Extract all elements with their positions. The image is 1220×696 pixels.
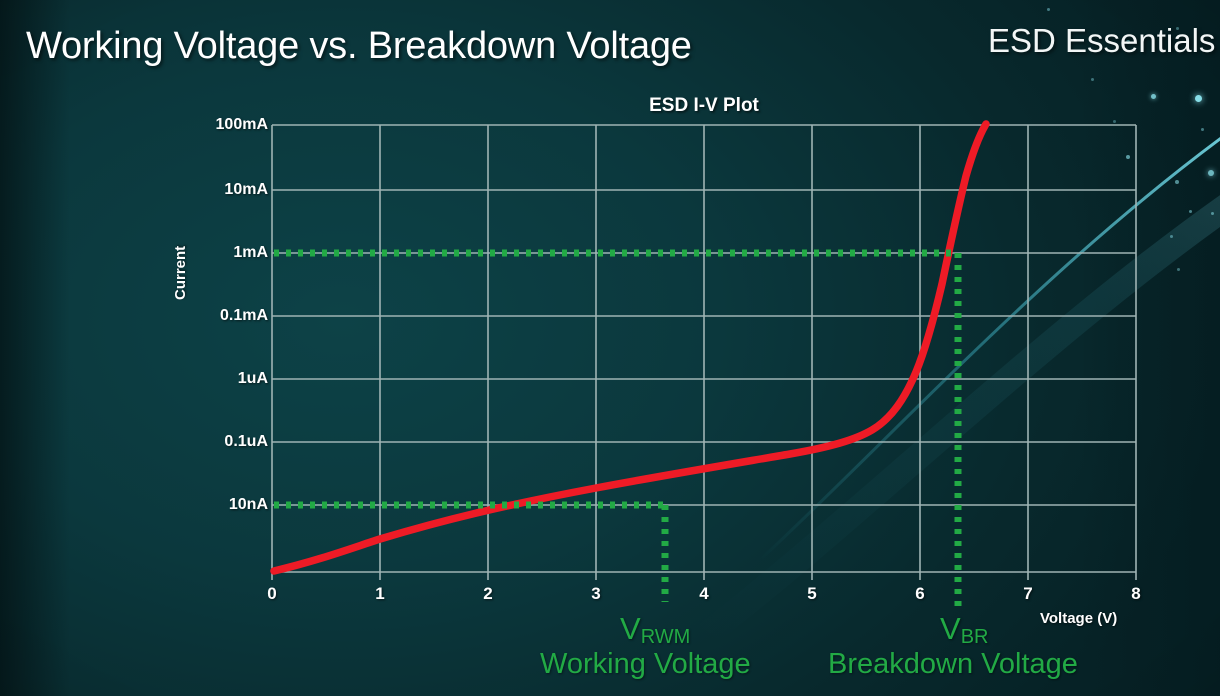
y-tick-1uA: 1uA [237,370,268,387]
x-axis-title: Voltage (V) [1040,610,1118,627]
x-tick-6: 6 [915,584,925,603]
chart-title: ESD I-V Plot [649,95,759,116]
y-tick-0.1uA: 0.1uA [224,433,268,450]
y-axis-tick-labels: 100mA 10mA 1mA 0.1mA 1uA 0.1uA 10nA [172,0,268,696]
vrwm-subscript: RWM [640,626,691,649]
vbr-subscript: BR [960,626,989,649]
slide-title: Working Voltage vs. Breakdown Voltage [26,25,692,67]
y-tick-100mA: 100mA [215,116,268,133]
x-tick-1: 1 [375,584,385,603]
x-tick-0: 0 [267,584,277,603]
x-tick-3: 3 [591,584,601,603]
vrwm-symbol-label: VRWM [620,611,690,649]
x-tick-5: 5 [807,584,817,603]
gridlines [271,124,1137,580]
vbr-marker-lines [274,249,962,612]
y-tick-10nA: 10nA [228,496,268,513]
vbr-description: Breakdown Voltage [828,648,1078,680]
iv-curve-red [270,120,990,575]
y-tick-1mA: 1mA [233,244,268,261]
x-tick-4: 4 [699,584,709,603]
x-tick-2: 2 [483,584,493,603]
y-tick-10mA: 10mA [224,181,268,198]
vbr-symbol-label: VBR [940,611,988,649]
x-tick-8: 8 [1131,584,1141,603]
vrwm-symbol: V [620,611,641,646]
brand-label: ESD Essentials [988,22,1216,59]
vrwm-marker-lines [274,501,669,602]
vbr-symbol: V [940,611,961,646]
y-tick-0.1mA: 0.1mA [219,307,268,324]
vrwm-description: Working Voltage [540,648,751,680]
background-left-shade [0,0,70,696]
x-tick-7: 7 [1023,584,1033,603]
